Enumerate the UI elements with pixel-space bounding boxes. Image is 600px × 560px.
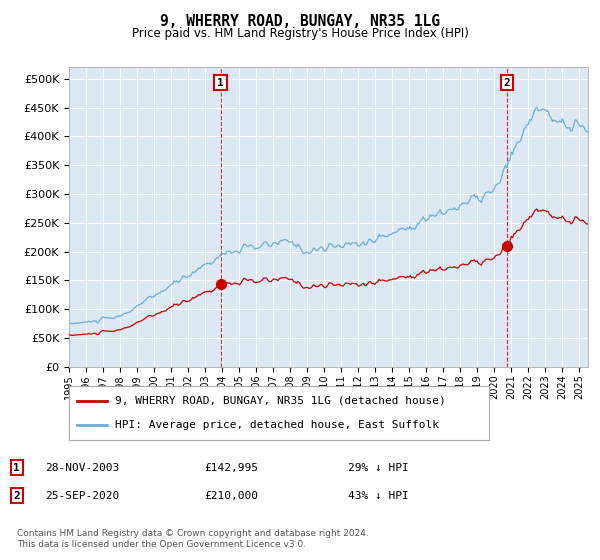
Text: 43% ↓ HPI: 43% ↓ HPI — [348, 491, 409, 501]
Text: 2: 2 — [503, 78, 510, 88]
Text: 1: 1 — [217, 78, 224, 88]
Text: 25-SEP-2020: 25-SEP-2020 — [45, 491, 119, 501]
Text: £142,995: £142,995 — [204, 463, 258, 473]
Text: 29% ↓ HPI: 29% ↓ HPI — [348, 463, 409, 473]
Text: Contains HM Land Registry data © Crown copyright and database right 2024.
This d: Contains HM Land Registry data © Crown c… — [17, 529, 368, 549]
Text: Price paid vs. HM Land Registry's House Price Index (HPI): Price paid vs. HM Land Registry's House … — [131, 27, 469, 40]
Text: 9, WHERRY ROAD, BUNGAY, NR35 1LG (detached house): 9, WHERRY ROAD, BUNGAY, NR35 1LG (detach… — [115, 396, 446, 406]
Text: 28-NOV-2003: 28-NOV-2003 — [45, 463, 119, 473]
Text: 9, WHERRY ROAD, BUNGAY, NR35 1LG: 9, WHERRY ROAD, BUNGAY, NR35 1LG — [160, 14, 440, 29]
Text: HPI: Average price, detached house, East Suffolk: HPI: Average price, detached house, East… — [115, 420, 439, 430]
Text: £210,000: £210,000 — [204, 491, 258, 501]
Text: 2: 2 — [13, 491, 20, 501]
Text: 1: 1 — [13, 463, 20, 473]
